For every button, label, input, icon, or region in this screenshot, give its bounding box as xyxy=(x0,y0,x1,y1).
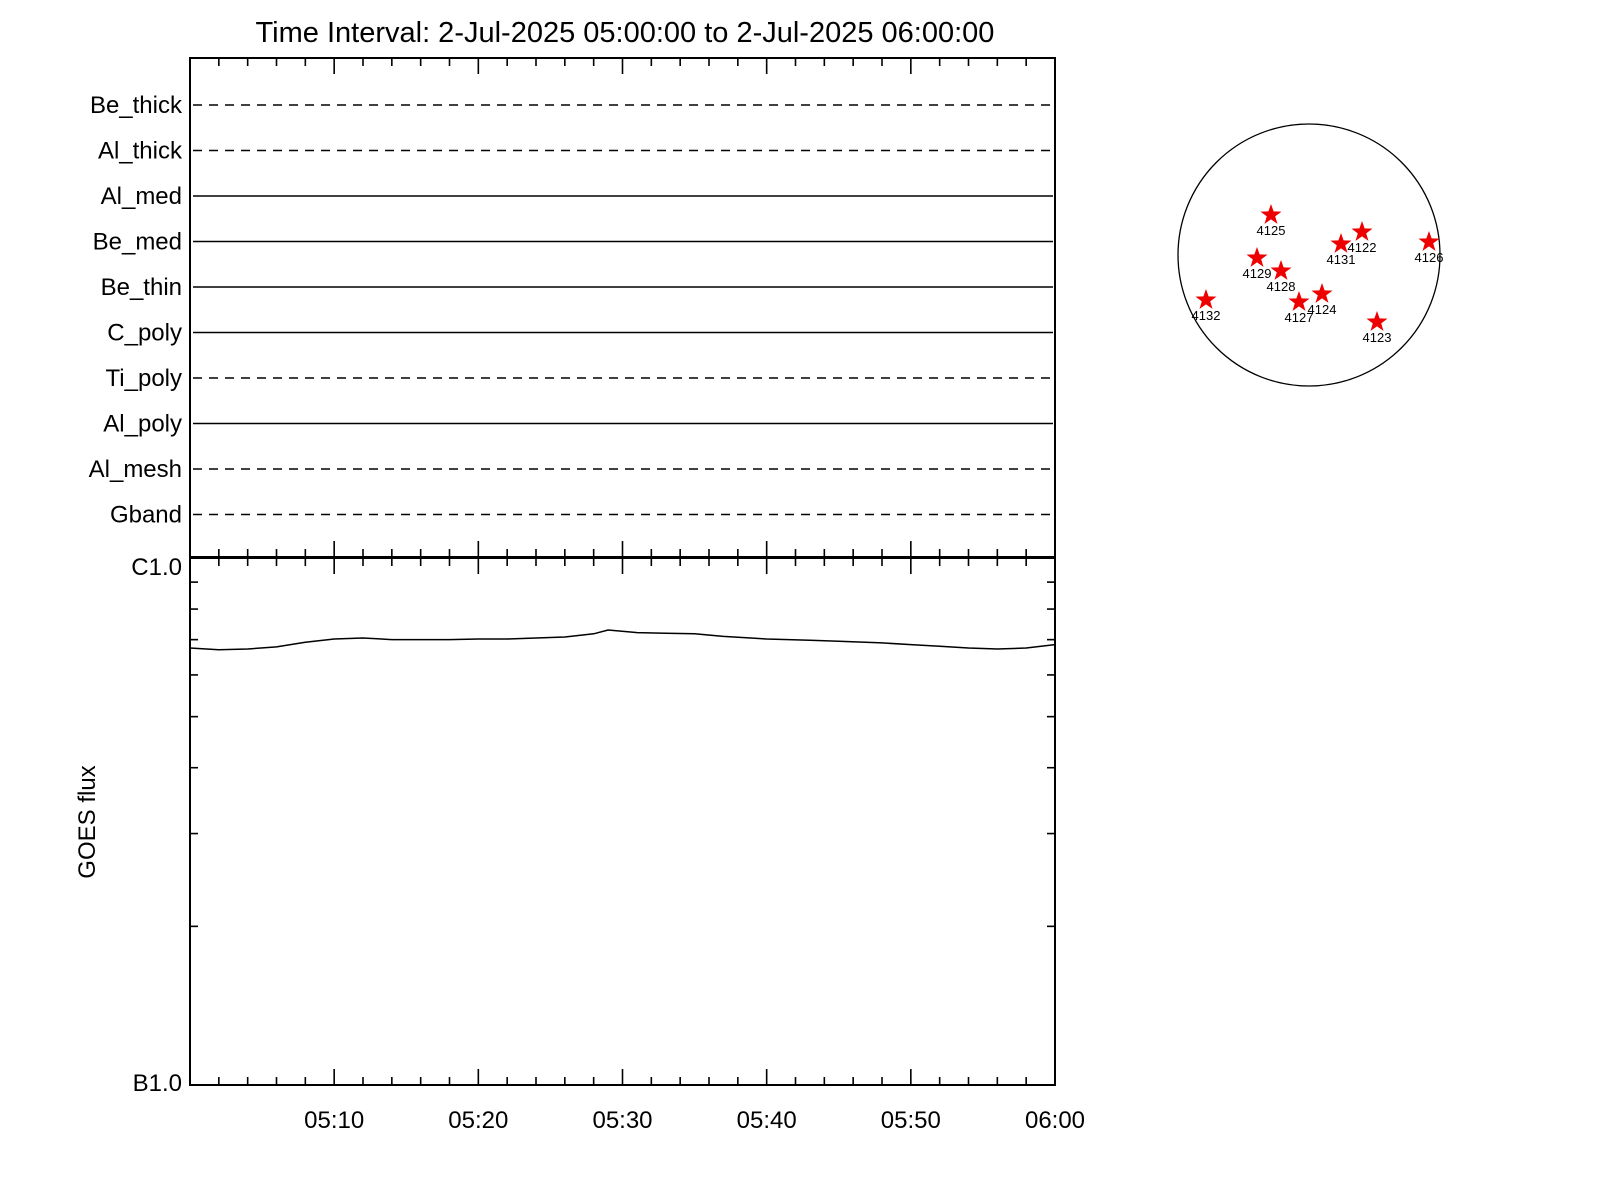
active-region-star xyxy=(1366,311,1388,331)
filter-label: Be_thick xyxy=(90,92,183,119)
filter-label: Al_mesh xyxy=(89,456,182,483)
x-tick-label: 05:40 xyxy=(737,1107,797,1134)
x-tick-label: 06:00 xyxy=(1025,1107,1085,1134)
active-region-star xyxy=(1351,221,1373,241)
chart-title: Time Interval: 2-Jul-2025 05:00:00 to 2-… xyxy=(256,17,995,49)
active-region-star xyxy=(1260,204,1282,224)
filter-label: Be_thin xyxy=(101,274,182,301)
goes-flux-line xyxy=(189,629,1056,651)
filter-label: Al_med xyxy=(101,183,182,210)
generated-chart-content: Be_thick Al_thick Al_med Be_med Be_thin C_pol… xyxy=(89,57,1444,1134)
goes-y-axis-title: GOES flux xyxy=(74,765,101,878)
active-region-star xyxy=(1270,260,1292,280)
active-region-star xyxy=(1311,283,1333,303)
filter-label: Al_thick xyxy=(98,138,183,165)
active-region-label: 4125 xyxy=(1257,223,1286,238)
active-region-label: 4129 xyxy=(1243,266,1272,281)
active-region-label: 4131 xyxy=(1327,252,1356,267)
x-tick-label: 05:30 xyxy=(592,1107,652,1134)
active-region-label: 4122 xyxy=(1348,240,1377,255)
filter-label: Gband xyxy=(110,502,182,529)
active-region-label: 4124 xyxy=(1308,302,1337,317)
goes-ymin-label: B1.0 xyxy=(133,1070,182,1097)
filter-label: Be_med xyxy=(93,229,182,256)
active-region-star xyxy=(1288,291,1310,311)
active-region-label: 4123 xyxy=(1363,330,1392,345)
active-region-star xyxy=(1418,231,1440,251)
active-region-label: 4128 xyxy=(1267,279,1296,294)
x-tick-label: 05:10 xyxy=(304,1107,364,1134)
active-region-label: 4126 xyxy=(1415,250,1444,265)
active-region-star xyxy=(1246,247,1268,267)
active-region-label: 4127 xyxy=(1285,310,1314,325)
filter-panel-frame xyxy=(189,57,1056,558)
active-region-star xyxy=(1195,289,1217,309)
x-tick-label: 05:20 xyxy=(448,1107,508,1134)
goes-panel-frame xyxy=(189,557,1056,1086)
filter-label: Al_poly xyxy=(103,411,182,438)
filter-label: Ti_poly xyxy=(106,365,182,392)
goes-ymax-label: C1.0 xyxy=(131,554,182,581)
active-region-star xyxy=(1330,233,1352,253)
solar-disk xyxy=(1177,123,1441,387)
filter-label: C_poly xyxy=(107,320,182,347)
active-region-label: 4132 xyxy=(1192,308,1221,323)
x-tick-label: 05:50 xyxy=(881,1107,941,1134)
